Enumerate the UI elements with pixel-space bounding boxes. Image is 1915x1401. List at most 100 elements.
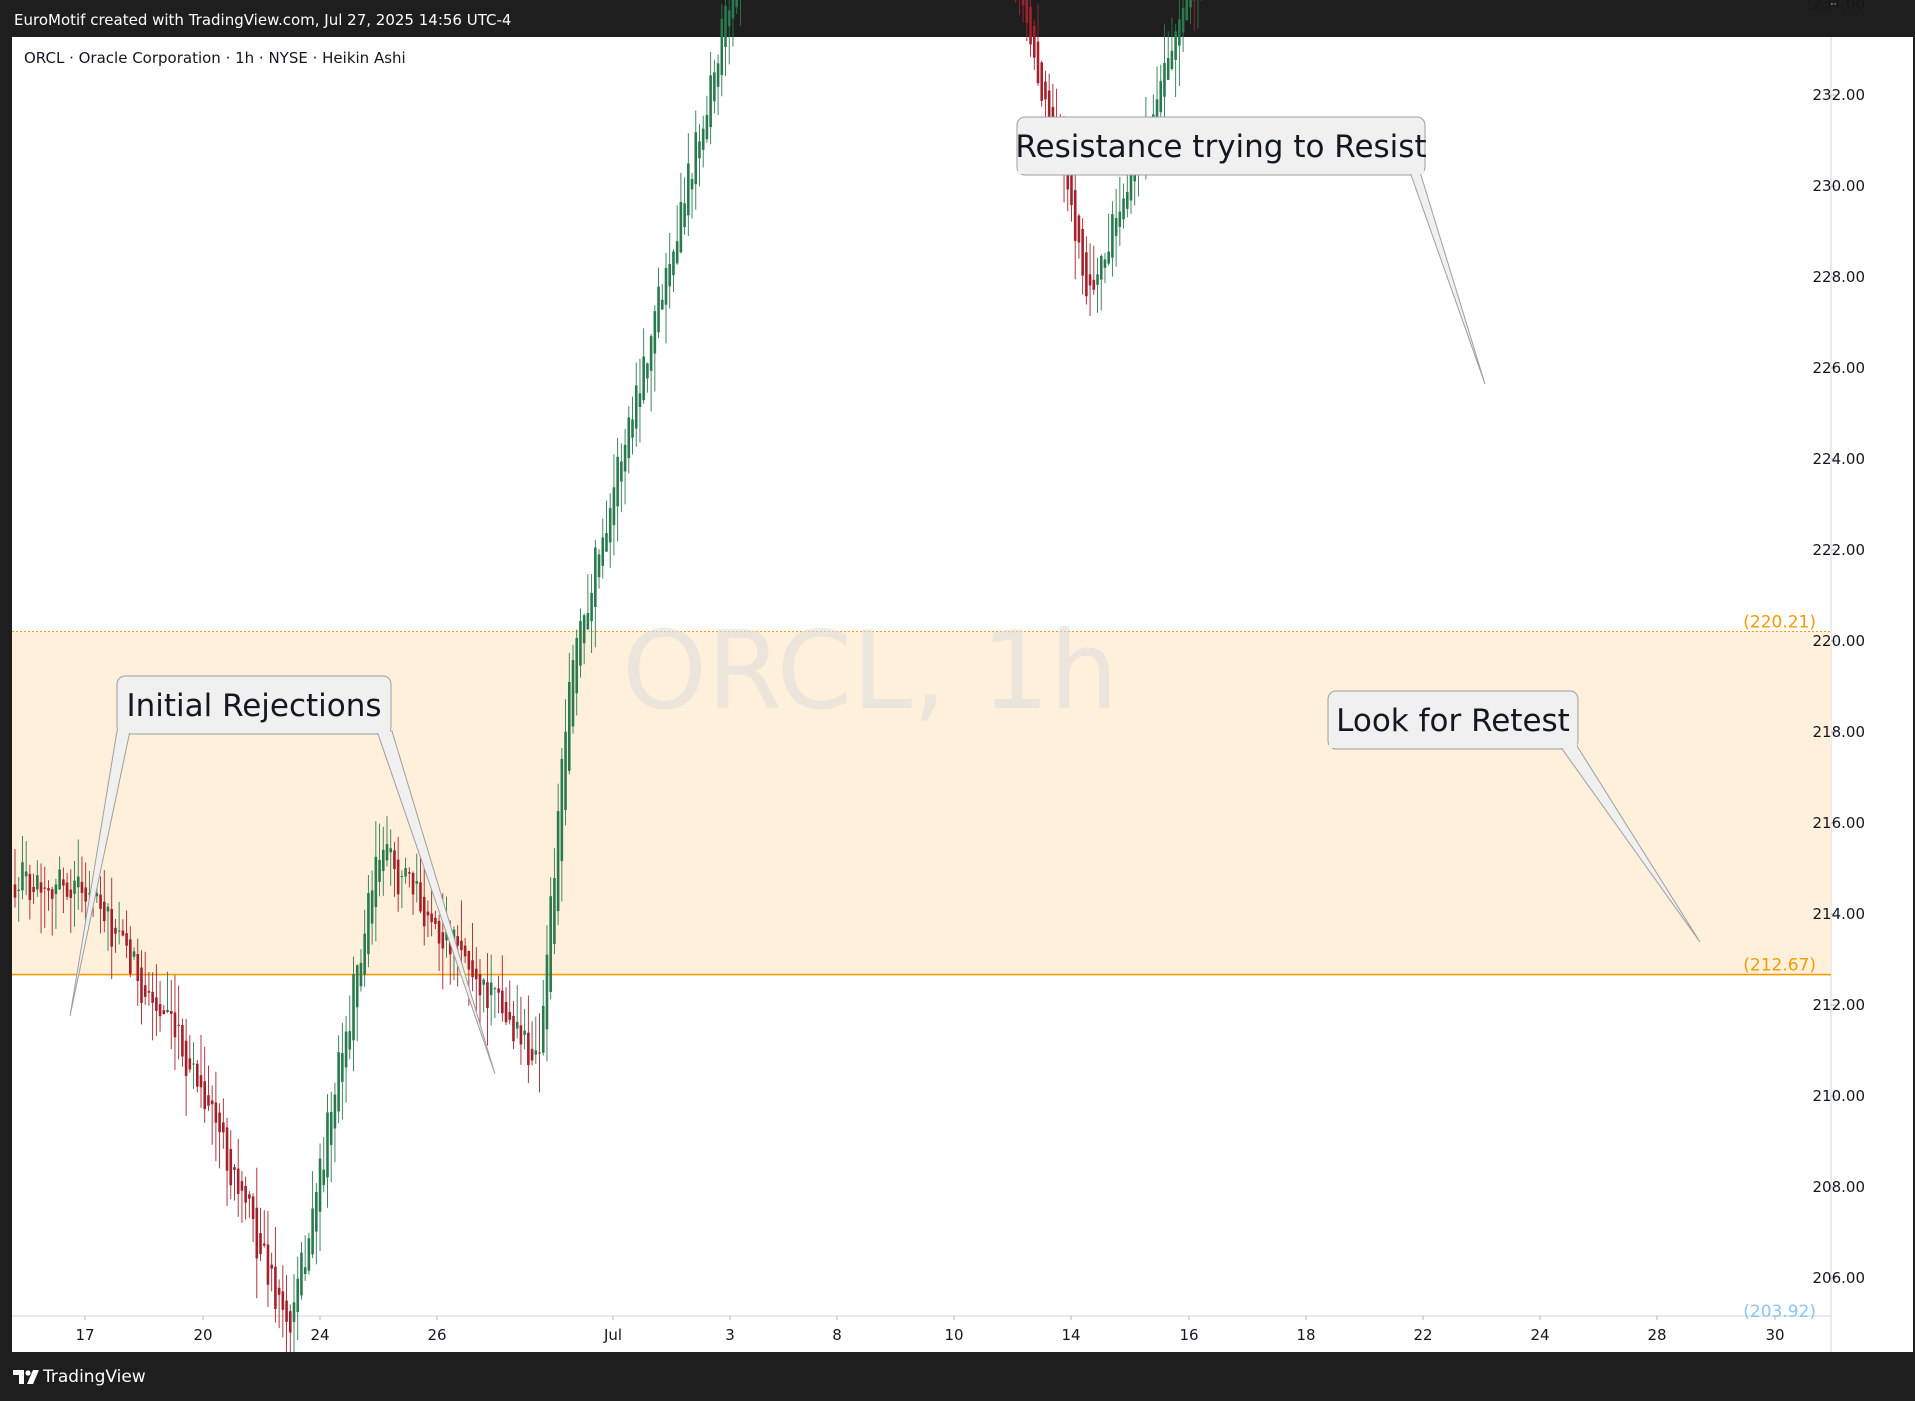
- candle-up: [1178, 19, 1181, 46]
- candle-down: [158, 1004, 162, 1017]
- candle-up: [367, 893, 370, 955]
- candle-down: [1081, 228, 1084, 276]
- candle-down: [1088, 274, 1092, 286]
- candle-down: [441, 932, 445, 949]
- candle-down: [396, 859, 400, 895]
- candle-down: [467, 950, 471, 970]
- candle-up: [553, 878, 556, 945]
- candle-up: [649, 336, 653, 371]
- candle-up: [385, 844, 389, 861]
- tradingview-brand[interactable]: TradingView: [43, 1367, 146, 1387]
- symbol-info: ORCL · Oracle Corporation · 1h · NYSE · …: [24, 49, 406, 67]
- price-tick-label: 228.00: [1813, 268, 1866, 286]
- time-tick-label: 24: [1530, 1326, 1549, 1344]
- candle-down: [419, 882, 422, 912]
- candle-up: [634, 385, 638, 429]
- candle-up: [1103, 259, 1107, 268]
- candle-up: [1099, 256, 1103, 280]
- candle-down: [110, 909, 114, 947]
- candle-down: [471, 960, 474, 978]
- attribution-text: EuroMotif created with TradingView.com, …: [14, 11, 512, 29]
- level-price-label: (220.21): [1743, 612, 1816, 632]
- candle-up: [698, 141, 701, 159]
- candle-down: [460, 940, 463, 951]
- resistance-callout-mask: [1018, 169, 1424, 174]
- candle-down: [1044, 81, 1047, 100]
- candle-down: [210, 1100, 214, 1105]
- candle-down: [393, 850, 396, 870]
- candle-down: [62, 879, 65, 886]
- candle-down: [1040, 62, 1044, 101]
- candle-down: [50, 889, 54, 899]
- candle-down: [1025, 0, 1029, 24]
- candle-down: [1077, 215, 1081, 243]
- time-tick-label: 26: [427, 1326, 446, 1344]
- resistance-callout-box: [1016, 116, 1426, 176]
- candle-up: [374, 856, 378, 908]
- time-tick-label: 20: [193, 1326, 212, 1344]
- level-price-label: (212.67): [1743, 956, 1816, 976]
- price-tick-label: 220.00: [1813, 632, 1866, 650]
- candle-down: [1070, 175, 1073, 206]
- candle-up: [549, 896, 552, 992]
- candle-up: [1114, 218, 1118, 236]
- price-tick-label: 230.00: [1813, 177, 1866, 195]
- candle-up: [620, 461, 623, 482]
- candle-up: [1189, 0, 1192, 8]
- candle-up: [344, 1031, 348, 1068]
- price-tick-label: 216.00: [1813, 814, 1866, 832]
- candle-up: [378, 859, 381, 882]
- candle-up: [329, 1111, 333, 1145]
- candle-up: [1125, 191, 1129, 209]
- candle-up: [564, 731, 567, 810]
- candle-up: [545, 954, 549, 1030]
- candle-down: [248, 1194, 251, 1199]
- candle-down: [181, 1025, 184, 1057]
- candle-down: [411, 872, 415, 895]
- retest-callout-box: [1327, 690, 1579, 750]
- candle-up: [687, 163, 690, 216]
- candle-up: [605, 533, 608, 552]
- candle-down: [408, 872, 411, 874]
- candle-up: [348, 1031, 352, 1050]
- time-tick-label: 22: [1413, 1326, 1432, 1344]
- candle-down: [99, 894, 102, 909]
- candle-down: [274, 1266, 277, 1309]
- price-tick-label: 212.00: [1813, 996, 1866, 1014]
- candle-up: [493, 988, 497, 990]
- candle-up: [482, 979, 486, 985]
- candle-up: [657, 286, 660, 333]
- candle-up: [642, 356, 645, 401]
- candle-up: [352, 974, 355, 1041]
- candle-down: [233, 1167, 236, 1171]
- candle-down: [188, 1058, 192, 1070]
- tradingview-logo-icon[interactable]: [13, 1370, 39, 1384]
- candle-up: [541, 1005, 545, 1053]
- candle-down: [195, 1063, 199, 1087]
- candle-down: [478, 974, 482, 996]
- candle-down: [69, 889, 73, 898]
- candle-down: [422, 896, 426, 927]
- candle-up: [623, 444, 627, 472]
- candle-up: [720, 18, 724, 76]
- candle-up: [355, 965, 359, 1008]
- candle-up: [713, 72, 716, 102]
- time-tick-label: 28: [1647, 1326, 1666, 1344]
- candle-down: [218, 1112, 221, 1133]
- retest-callout-text: Look for Retest: [1336, 703, 1570, 739]
- candle-down: [155, 997, 158, 1011]
- candle-down: [266, 1244, 270, 1285]
- candle-down: [151, 991, 154, 1003]
- candle-down: [214, 1102, 218, 1123]
- candle-up: [76, 876, 80, 888]
- candle-down: [538, 1052, 541, 1054]
- candle-down: [47, 888, 50, 891]
- candle-down: [199, 1075, 203, 1088]
- candle-up: [560, 758, 564, 862]
- time-tick-label: 30: [1765, 1326, 1784, 1344]
- candle-up: [322, 1169, 326, 1186]
- candle-up: [675, 241, 679, 264]
- candle-down: [65, 882, 69, 897]
